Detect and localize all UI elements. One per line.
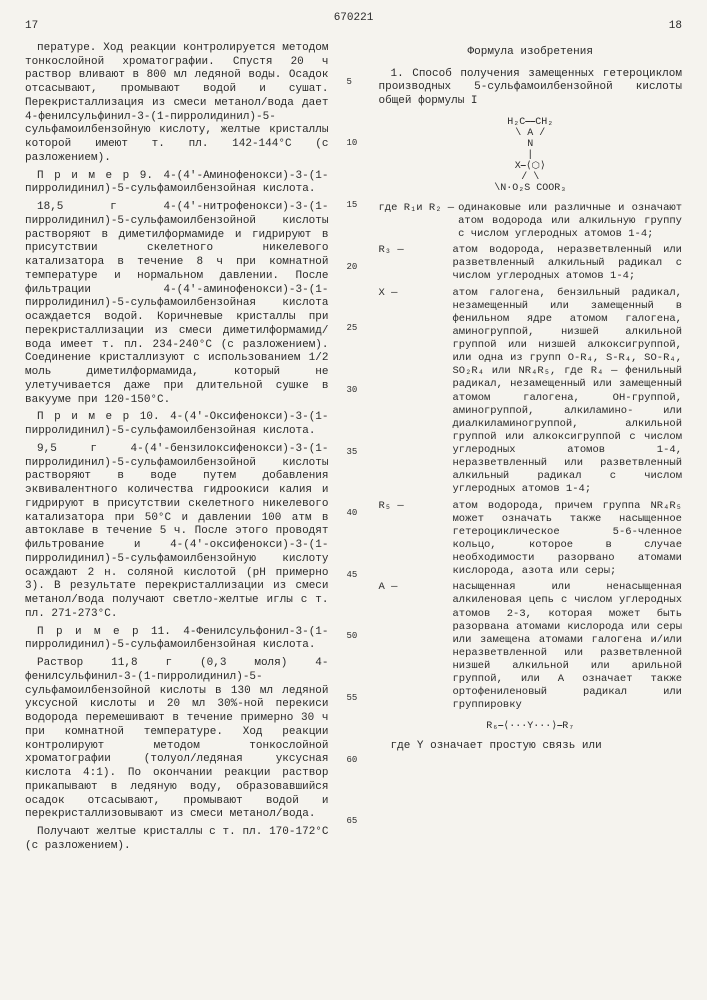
- where-y: где Y означает простую связь или: [379, 740, 683, 754]
- r5-label: R₅ —: [379, 500, 453, 579]
- example-10-body: 9,5 г 4-(4'-бензилоксифенокси)-3-(1-пирр…: [25, 443, 329, 622]
- example-11-body: Раствор 11,8 г (0,3 моля) 4-фенилсульфин…: [25, 657, 329, 822]
- x-label: X —: [379, 287, 453, 497]
- line-num: 15: [347, 200, 361, 211]
- line-num: 40: [347, 508, 361, 519]
- diagram-line: \N·O₂S COOR₃: [379, 183, 683, 194]
- left-column: пературе. Ход реакции контролируется мет…: [25, 42, 329, 858]
- line-num: 20: [347, 262, 361, 273]
- example-10-title: П р и м е р 10. 4-(4'-Оксифенокси)-3-(1-…: [25, 411, 329, 439]
- chemical-structure-1: H₂C⎯⎯CH₂ \ A / N | X⎯⟨⬡⟩ / \ \N·O₂S COOR…: [379, 117, 683, 194]
- formula-title: Формула изобретения: [379, 46, 683, 60]
- r5-desc: атом водорода, причем группа NR₄R₅ может…: [453, 500, 683, 579]
- para-5: Получают желтые кристаллы с т. пл. 170-1…: [25, 826, 329, 854]
- line-num: 55: [347, 693, 361, 704]
- where-definitions: где R₁и R₂ — одинаковые или различные и …: [379, 202, 683, 713]
- diagram-line: |: [379, 150, 683, 161]
- page-right: 18: [669, 20, 682, 34]
- diagram-line: N: [379, 139, 683, 150]
- r1r2-desc: одинаковые или различные и означают атом…: [458, 202, 682, 241]
- line-num: 50: [347, 631, 361, 642]
- line-num: 65: [347, 816, 361, 827]
- right-column: Формула изобретения 1. Способ получения …: [379, 42, 683, 858]
- claim-1: 1. Способ получения замещенных гетероцик…: [379, 68, 683, 109]
- chemical-structure-2: R₆⎯⟨···Y···⟩⎯R₇: [379, 721, 683, 732]
- a-label: A —: [379, 581, 453, 712]
- line-num: 10: [347, 138, 361, 149]
- line-num: 5: [347, 77, 361, 88]
- line-num: 35: [347, 447, 361, 458]
- example-11-title: П р и м е р 11. 4-Фенилсульфонил-3-(1-пи…: [25, 626, 329, 654]
- r3-label: R₃ —: [379, 244, 453, 283]
- diagram-line: / \: [379, 172, 683, 183]
- diagram-line: \ A /: [379, 128, 683, 139]
- patent-number: 670221: [334, 12, 374, 26]
- line-num: 45: [347, 570, 361, 581]
- a-desc: насыщенная или ненасыщенная алкиленовая …: [453, 581, 683, 712]
- example-9-body: 18,5 г 4-(4'-нитрофенокси)-3-(1-пирролид…: [25, 201, 329, 407]
- x-desc: атом галогена, бензильный радикал, незам…: [453, 287, 683, 497]
- line-numbers: 5 10 15 20 25 30 35 40 45 50 55 60 65: [347, 42, 361, 858]
- diagram-line: H₂C⎯⎯CH₂: [379, 117, 683, 128]
- line-num: 25: [347, 323, 361, 334]
- example-9-title: П р и м е р 9. 4-(4'-Аминофенокси)-3-(1-…: [25, 170, 329, 198]
- r1r2-label: где R₁и R₂ —: [379, 202, 459, 241]
- line-num: 60: [347, 755, 361, 766]
- diagram-line: X⎯⟨⬡⟩: [379, 161, 683, 172]
- para-1: пературе. Ход реакции контролируется мет…: [25, 42, 329, 166]
- line-num: 30: [347, 385, 361, 396]
- page-left: 17: [25, 20, 38, 34]
- r3-desc: атом водорода, неразветвленный или разве…: [453, 244, 683, 283]
